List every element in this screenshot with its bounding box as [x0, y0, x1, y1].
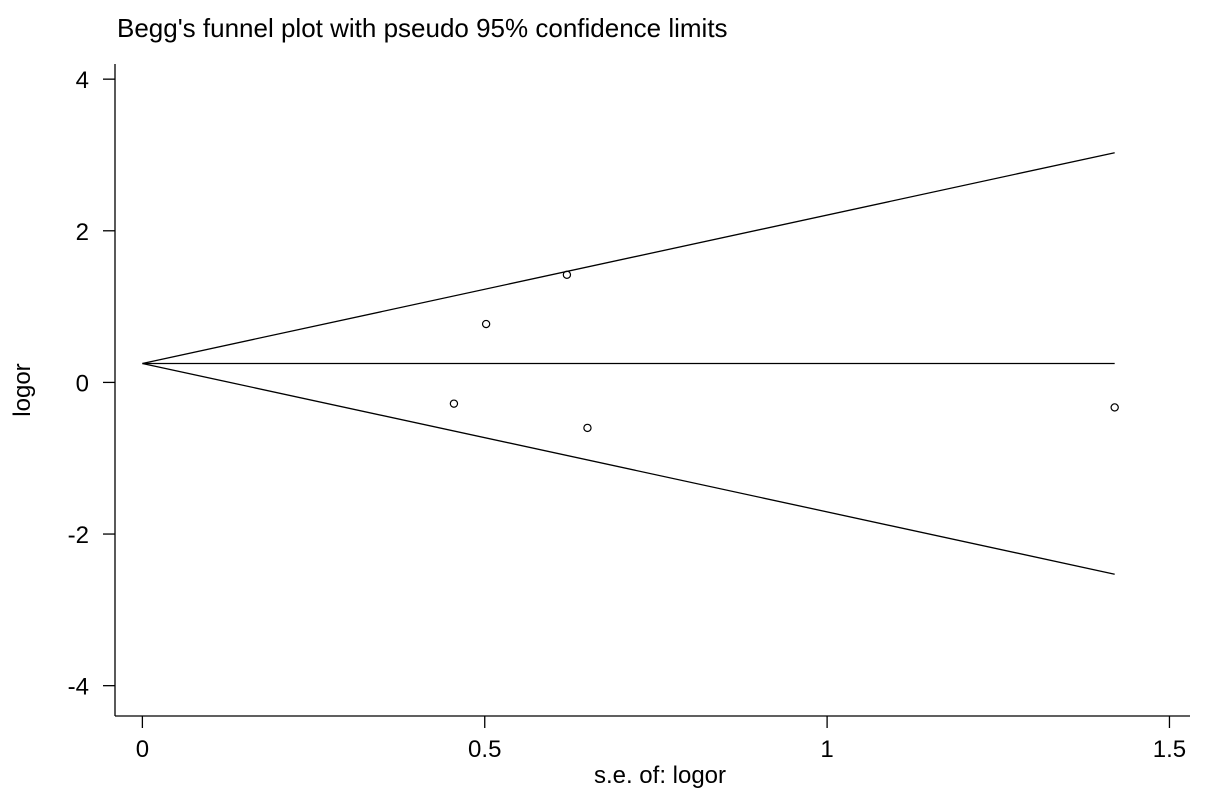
data-point — [562, 270, 572, 279]
y-tick-label: 2 — [76, 219, 89, 246]
y-tick-label: 0 — [76, 370, 89, 397]
chart-title: Begg's funnel plot with pseudo 95% confi… — [117, 13, 728, 43]
data-point — [481, 319, 491, 329]
y-tick-label: 4 — [76, 67, 89, 94]
x-tick-label: 1 — [820, 736, 833, 763]
x-tick-label: 0.5 — [468, 736, 501, 763]
lower-confidence-limit-line — [142, 362, 1115, 575]
data-points — [449, 270, 1119, 433]
upper-confidence-limit-line — [142, 152, 1115, 365]
data-point — [449, 399, 459, 408]
x-tick-label: 0 — [136, 736, 149, 763]
data-point — [1110, 403, 1119, 412]
axes: 4 2 0 -2 -4 0 0.5 1 1.5 — [68, 64, 1190, 763]
y-axis-label: logor — [9, 363, 36, 416]
data-point — [583, 423, 592, 433]
funnel-lines — [142, 152, 1115, 575]
x-tick-label: 1.5 — [1153, 736, 1186, 763]
y-tick-label: -4 — [68, 674, 89, 701]
y-tick-label: -2 — [68, 522, 89, 549]
x-axis-label: s.e. of: logor — [594, 762, 726, 789]
